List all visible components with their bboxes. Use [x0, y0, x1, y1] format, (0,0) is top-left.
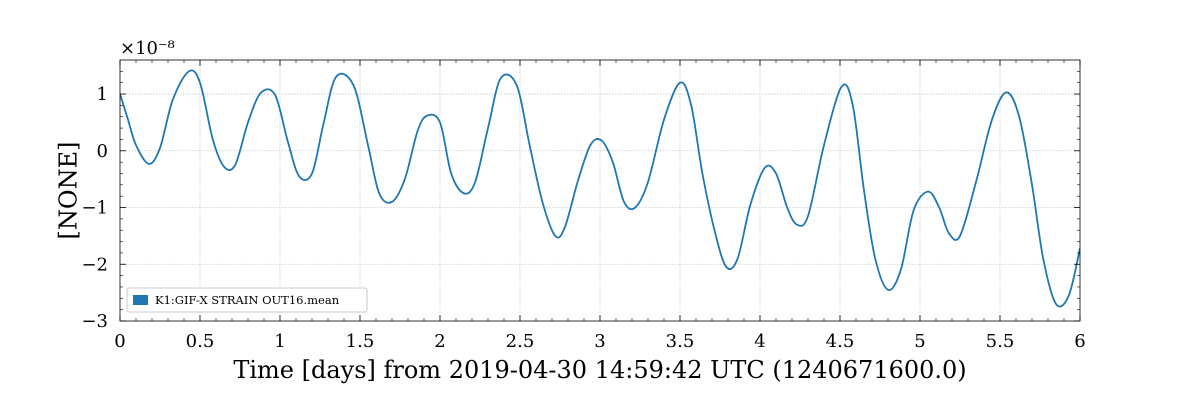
x-tick-label: 2.5 [506, 331, 535, 352]
y-multiplier-label: ×10⁻⁸ [120, 38, 175, 59]
x-tick-label: 1 [274, 331, 285, 352]
x-tick-label: 6 [1074, 331, 1085, 352]
x-tick-label: 4.5 [826, 331, 855, 352]
x-tick-label: 5.5 [986, 331, 1015, 352]
legend-entry: K1:GIF-X STRAIN OUT16.mean [155, 293, 340, 307]
series-layer [120, 69, 1080, 308]
ticks: 0 0.5 1 1.5 2 2.5 3 3.5 4 4.5 5 5.5 6 −3 −2 −1 0 1 [81, 60, 1086, 352]
x-tick-label: 4 [754, 331, 765, 352]
x-tick-label: 0 [114, 331, 125, 352]
y-tick-label: −2 [81, 254, 108, 275]
x-tick-label: 3.5 [666, 331, 695, 352]
x-tick-label: 2 [434, 331, 445, 352]
x-axis-label: Time [days] from 2019-04-30 14:59:42 UTC… [233, 356, 966, 384]
y-tick-label: −3 [81, 311, 108, 332]
y-tick-label: 0 [97, 141, 108, 162]
x-tick-label: 0.5 [186, 331, 215, 352]
legend: K1:GIF-X STRAIN OUT16.mean [126, 287, 368, 313]
x-tick-label: 3 [594, 331, 605, 352]
grid [120, 60, 1080, 321]
series-line-0 [120, 69, 1080, 308]
y-tick-label: 1 [97, 84, 108, 105]
y-axis-label: [NONE] [55, 142, 83, 240]
x-tick-label: 1.5 [346, 331, 375, 352]
legend-swatch [133, 295, 148, 305]
x-tick-label: 5 [914, 331, 925, 352]
legend-box [126, 287, 368, 313]
y-tick-label: −1 [81, 198, 108, 219]
